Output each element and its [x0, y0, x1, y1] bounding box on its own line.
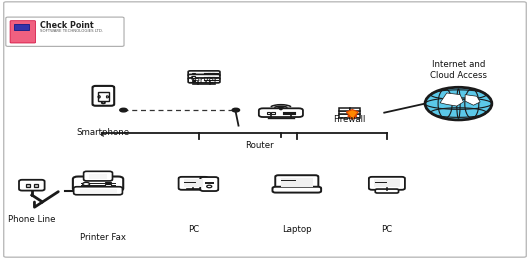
Text: Laptop: Laptop [282, 225, 312, 234]
Bar [350, 108, 360, 111]
Circle shape [83, 182, 90, 186]
FancyBboxPatch shape [10, 21, 36, 43]
Bar [339, 111, 350, 114]
Bar [281, 178, 313, 187]
Text: Printer Fax: Printer Fax [81, 233, 126, 242]
Circle shape [102, 102, 105, 104]
Bar [26, 184, 30, 187]
Polygon shape [347, 110, 358, 119]
Text: Router: Router [245, 141, 274, 150]
Circle shape [425, 87, 492, 120]
Bar [191, 76, 195, 78]
FancyBboxPatch shape [73, 177, 123, 191]
FancyBboxPatch shape [84, 171, 112, 181]
Bar [191, 73, 195, 74]
Text: PC: PC [382, 225, 392, 234]
FancyBboxPatch shape [375, 189, 399, 193]
FancyBboxPatch shape [369, 177, 405, 190]
Bar [105, 184, 111, 186]
Text: Server: Server [190, 76, 218, 85]
FancyBboxPatch shape [259, 108, 303, 117]
FancyBboxPatch shape [93, 86, 114, 106]
Bar [184, 179, 203, 187]
FancyBboxPatch shape [188, 78, 220, 83]
Circle shape [120, 108, 127, 112]
Bar [105, 182, 111, 183]
Text: PC: PC [188, 225, 199, 234]
Bar [350, 111, 360, 114]
Bar [89, 174, 108, 179]
Bar [339, 114, 350, 118]
Bar [267, 112, 270, 114]
Text: Check Point: Check Point [40, 21, 93, 30]
Bar [191, 80, 195, 81]
Bar [350, 114, 360, 118]
FancyBboxPatch shape [188, 74, 220, 79]
Bar [80, 189, 117, 193]
Bar [271, 112, 275, 114]
Bar [14, 24, 29, 30]
Circle shape [232, 108, 240, 112]
Bar [339, 108, 350, 111]
Circle shape [280, 109, 282, 110]
Polygon shape [440, 93, 463, 106]
Bar [374, 179, 400, 187]
FancyBboxPatch shape [19, 180, 45, 191]
Bar [98, 92, 109, 101]
Text: Phone Line: Phone Line [8, 215, 56, 224]
FancyBboxPatch shape [4, 2, 526, 257]
Text: SOFTWARE TECHNOLOGIES LTD.: SOFTWARE TECHNOLOGIES LTD. [40, 29, 103, 33]
FancyBboxPatch shape [200, 177, 218, 191]
FancyBboxPatch shape [74, 187, 122, 195]
Bar [33, 184, 38, 187]
FancyBboxPatch shape [275, 175, 319, 190]
Text: Smartphone: Smartphone [77, 128, 130, 137]
FancyBboxPatch shape [6, 17, 124, 46]
Text: Internet and
Cloud Access: Internet and Cloud Access [430, 60, 487, 80]
FancyBboxPatch shape [272, 187, 321, 193]
FancyBboxPatch shape [179, 177, 208, 190]
Text: Firewall: Firewall [333, 115, 366, 124]
Polygon shape [465, 95, 480, 105]
Circle shape [207, 185, 212, 188]
FancyBboxPatch shape [188, 71, 220, 76]
